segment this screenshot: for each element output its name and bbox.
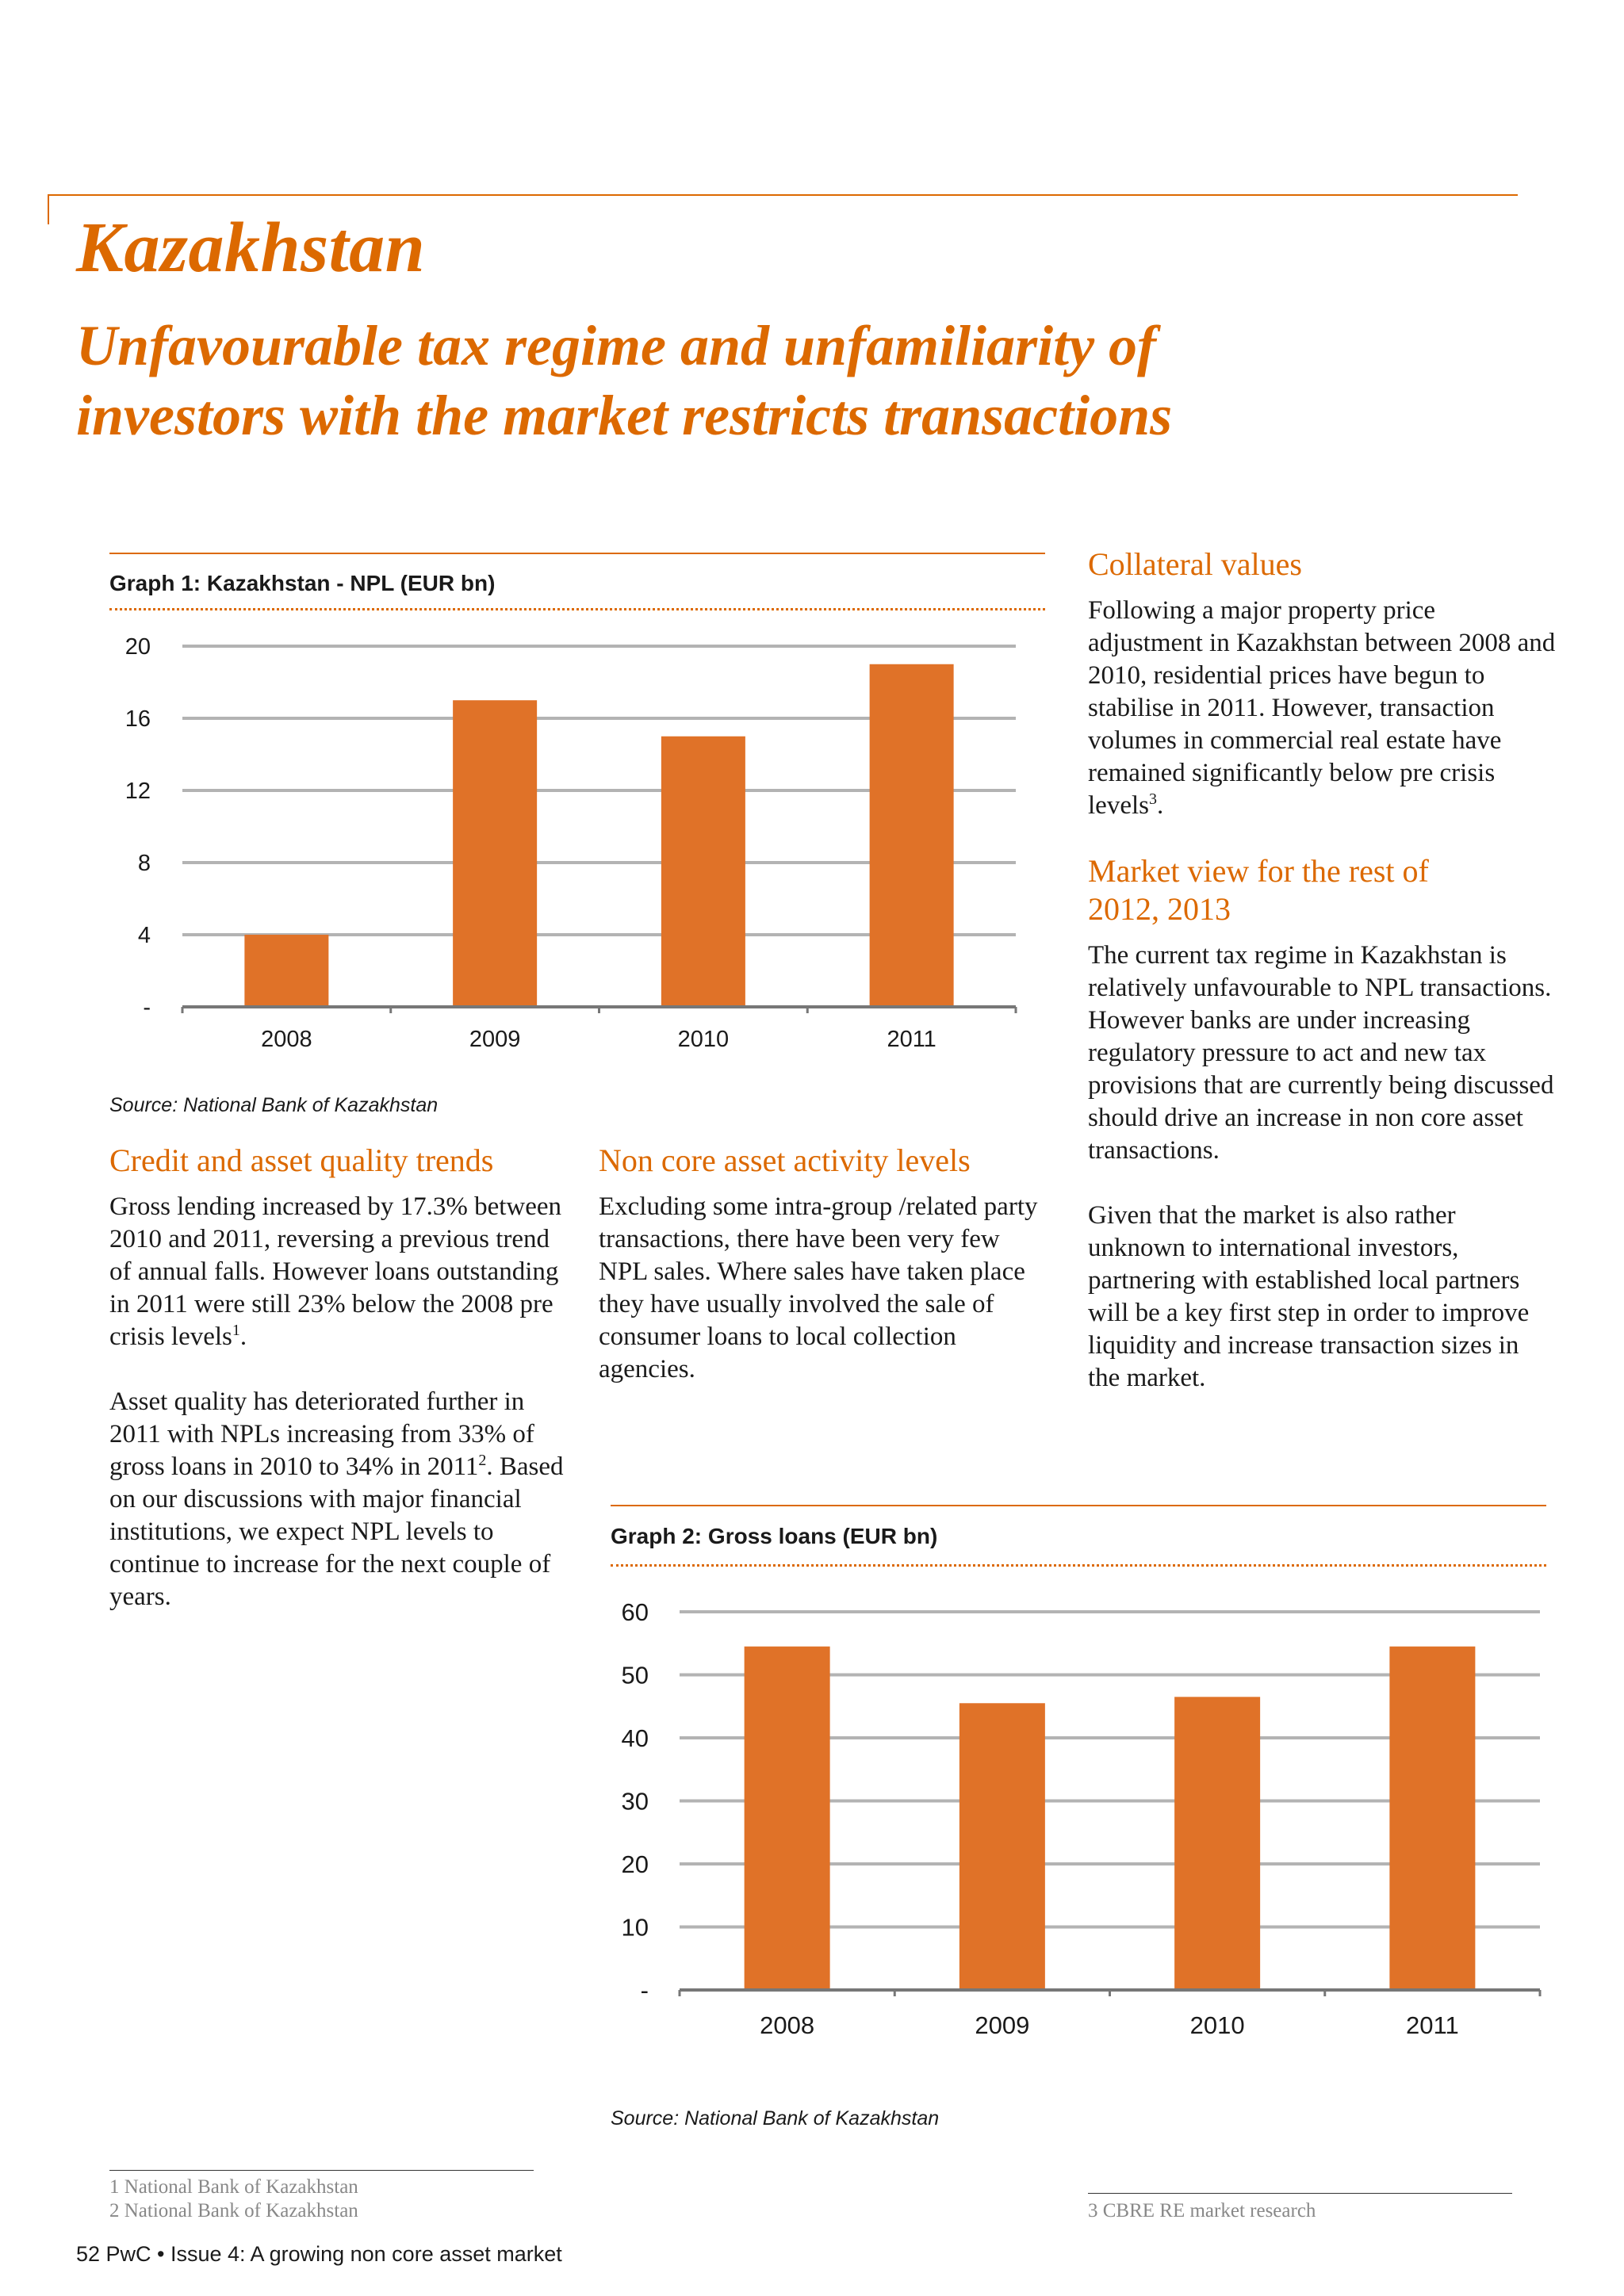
x-tick-label: 2009 [469,1027,521,1052]
footnote-3: 3 CBRE RE market research [1088,2200,1316,2221]
footnote-ref-3: 3 [1148,790,1157,808]
bar-2008 [744,1646,830,1990]
non-core-activity-heading: Non core asset activity levels [599,1142,971,1178]
market-view-body: The current tax regime in Kazakhstan is … [1088,939,1556,1395]
x-tick-label: 2008 [261,1027,312,1052]
y-tick-label: 40 [622,1724,649,1752]
bar-2010 [1174,1697,1261,1990]
collateral-values-heading: Collateral values [1088,546,1302,582]
column-credit-quality: Credit and asset quality trends Gross le… [109,1142,569,1613]
graph2-source: Source: National Bank of Kazakhstan [611,2107,940,2130]
graph2-gross-loans-chart: - 10 20 30 40 50 60 2008 2009 2010 2011 [622,1598,1542,2039]
collateral-values-body: Following a major property price adjustm… [1088,595,1556,822]
credit-quality-paragraph-2: Asset quality has deteriorated further i… [109,1387,564,1611]
credit-quality-paragraph-1: Gross lending increased by 17.3% between… [109,1192,562,1351]
footnote-2: 2 National Bank of Kazakhstan [109,2200,358,2221]
y-tick-label: - [143,995,151,1020]
page-title: Kazakhstan [76,209,426,287]
credit-quality-body: Gross lending increased by 17.3% between… [109,1191,569,1613]
x-tick-label: 2008 [760,2011,814,2039]
market-view-heading-line2: 2012, 2013 [1088,891,1231,927]
header-rule [48,194,1518,196]
collateral-values-paragraph: Following a major property price adjustm… [1088,596,1556,820]
graph2-top-rule [611,1505,1546,1506]
market-view-heading-line1: Market view for the rest of [1088,853,1429,889]
x-tick-label: 2010 [1190,2011,1245,2039]
footnote-rule-right [1088,2193,1512,2194]
graph2-dotted-rule [611,1564,1546,1567]
y-tick-label: 8 [138,851,151,876]
market-view-paragraph-1: The current tax regime in Kazakhstan is … [1088,941,1554,1165]
footnote-ref-1: 1 [232,1322,240,1339]
y-tick-label: 12 [125,779,151,804]
graph1-top-rule [109,553,1045,554]
y-tick-label: 30 [622,1787,649,1815]
y-tick-label: 20 [125,634,151,660]
header-rule-corner [48,194,49,224]
x-tick-label: 2011 [1406,2011,1459,2039]
non-core-activity-body: Excluding some intra-group /related part… [599,1191,1051,1386]
bar-2009 [959,1703,1045,1990]
y-tick-label: 16 [125,706,151,732]
graph1-dotted-rule [109,608,1045,610]
market-view-paragraph-2: Given that the market is also rather unk… [1088,1201,1530,1392]
bar-2009 [453,700,538,1007]
page-footer: 52 PwC • Issue 4: A growing non core ass… [76,2242,562,2266]
x-tick-label: 2011 [887,1027,936,1052]
x-tick-label: 2009 [975,2011,1029,2039]
y-tick-label: 60 [622,1598,649,1626]
market-view-heading: Market view for the rest of 2012, 2013 [1088,852,1556,928]
bar-2008 [244,935,329,1007]
non-core-activity-paragraph: Excluding some intra-group /related part… [599,1192,1038,1383]
graph1-title: Graph 1: Kazakhstan - NPL (EUR bn) [109,571,496,595]
bar-2010 [661,736,745,1007]
y-tick-label: 10 [622,1913,649,1941]
page-subtitle: Unfavourable tax regime and unfamiliarit… [76,311,1503,450]
graph2-title: Graph 2: Gross loans (EUR bn) [611,1524,938,1548]
y-tick-label: 4 [138,923,151,948]
graph1-npl-chart: - 4 8 12 16 20 2008 2009 2010 2011 [125,634,1017,1052]
credit-quality-heading: Credit and asset quality trends [109,1142,494,1178]
column-non-core-activity: Non core asset activity levels Excluding… [599,1142,1051,1386]
bar-2011 [1389,1646,1476,1990]
y-tick-label: 50 [622,1661,649,1689]
x-tick-label: 2010 [678,1027,730,1052]
y-tick-label: 20 [622,1850,649,1878]
column-collateral-market-view: Collateral values Following a major prop… [1088,545,1556,1395]
graph1-source: Source: National Bank of Kazakhstan [109,1094,439,1116]
page-subtitle-line2: investors with the market restricts tran… [76,384,1173,447]
footnote-rule-left [109,2170,534,2171]
page-subtitle-line1: Unfavourable tax regime and unfamiliarit… [76,314,1157,377]
footnote-ref-2: 2 [478,1452,487,1469]
y-tick-label: - [641,1976,649,2004]
bar-2011 [869,664,954,1007]
footnote-1: 1 National Bank of Kazakhstan [109,2176,358,2198]
